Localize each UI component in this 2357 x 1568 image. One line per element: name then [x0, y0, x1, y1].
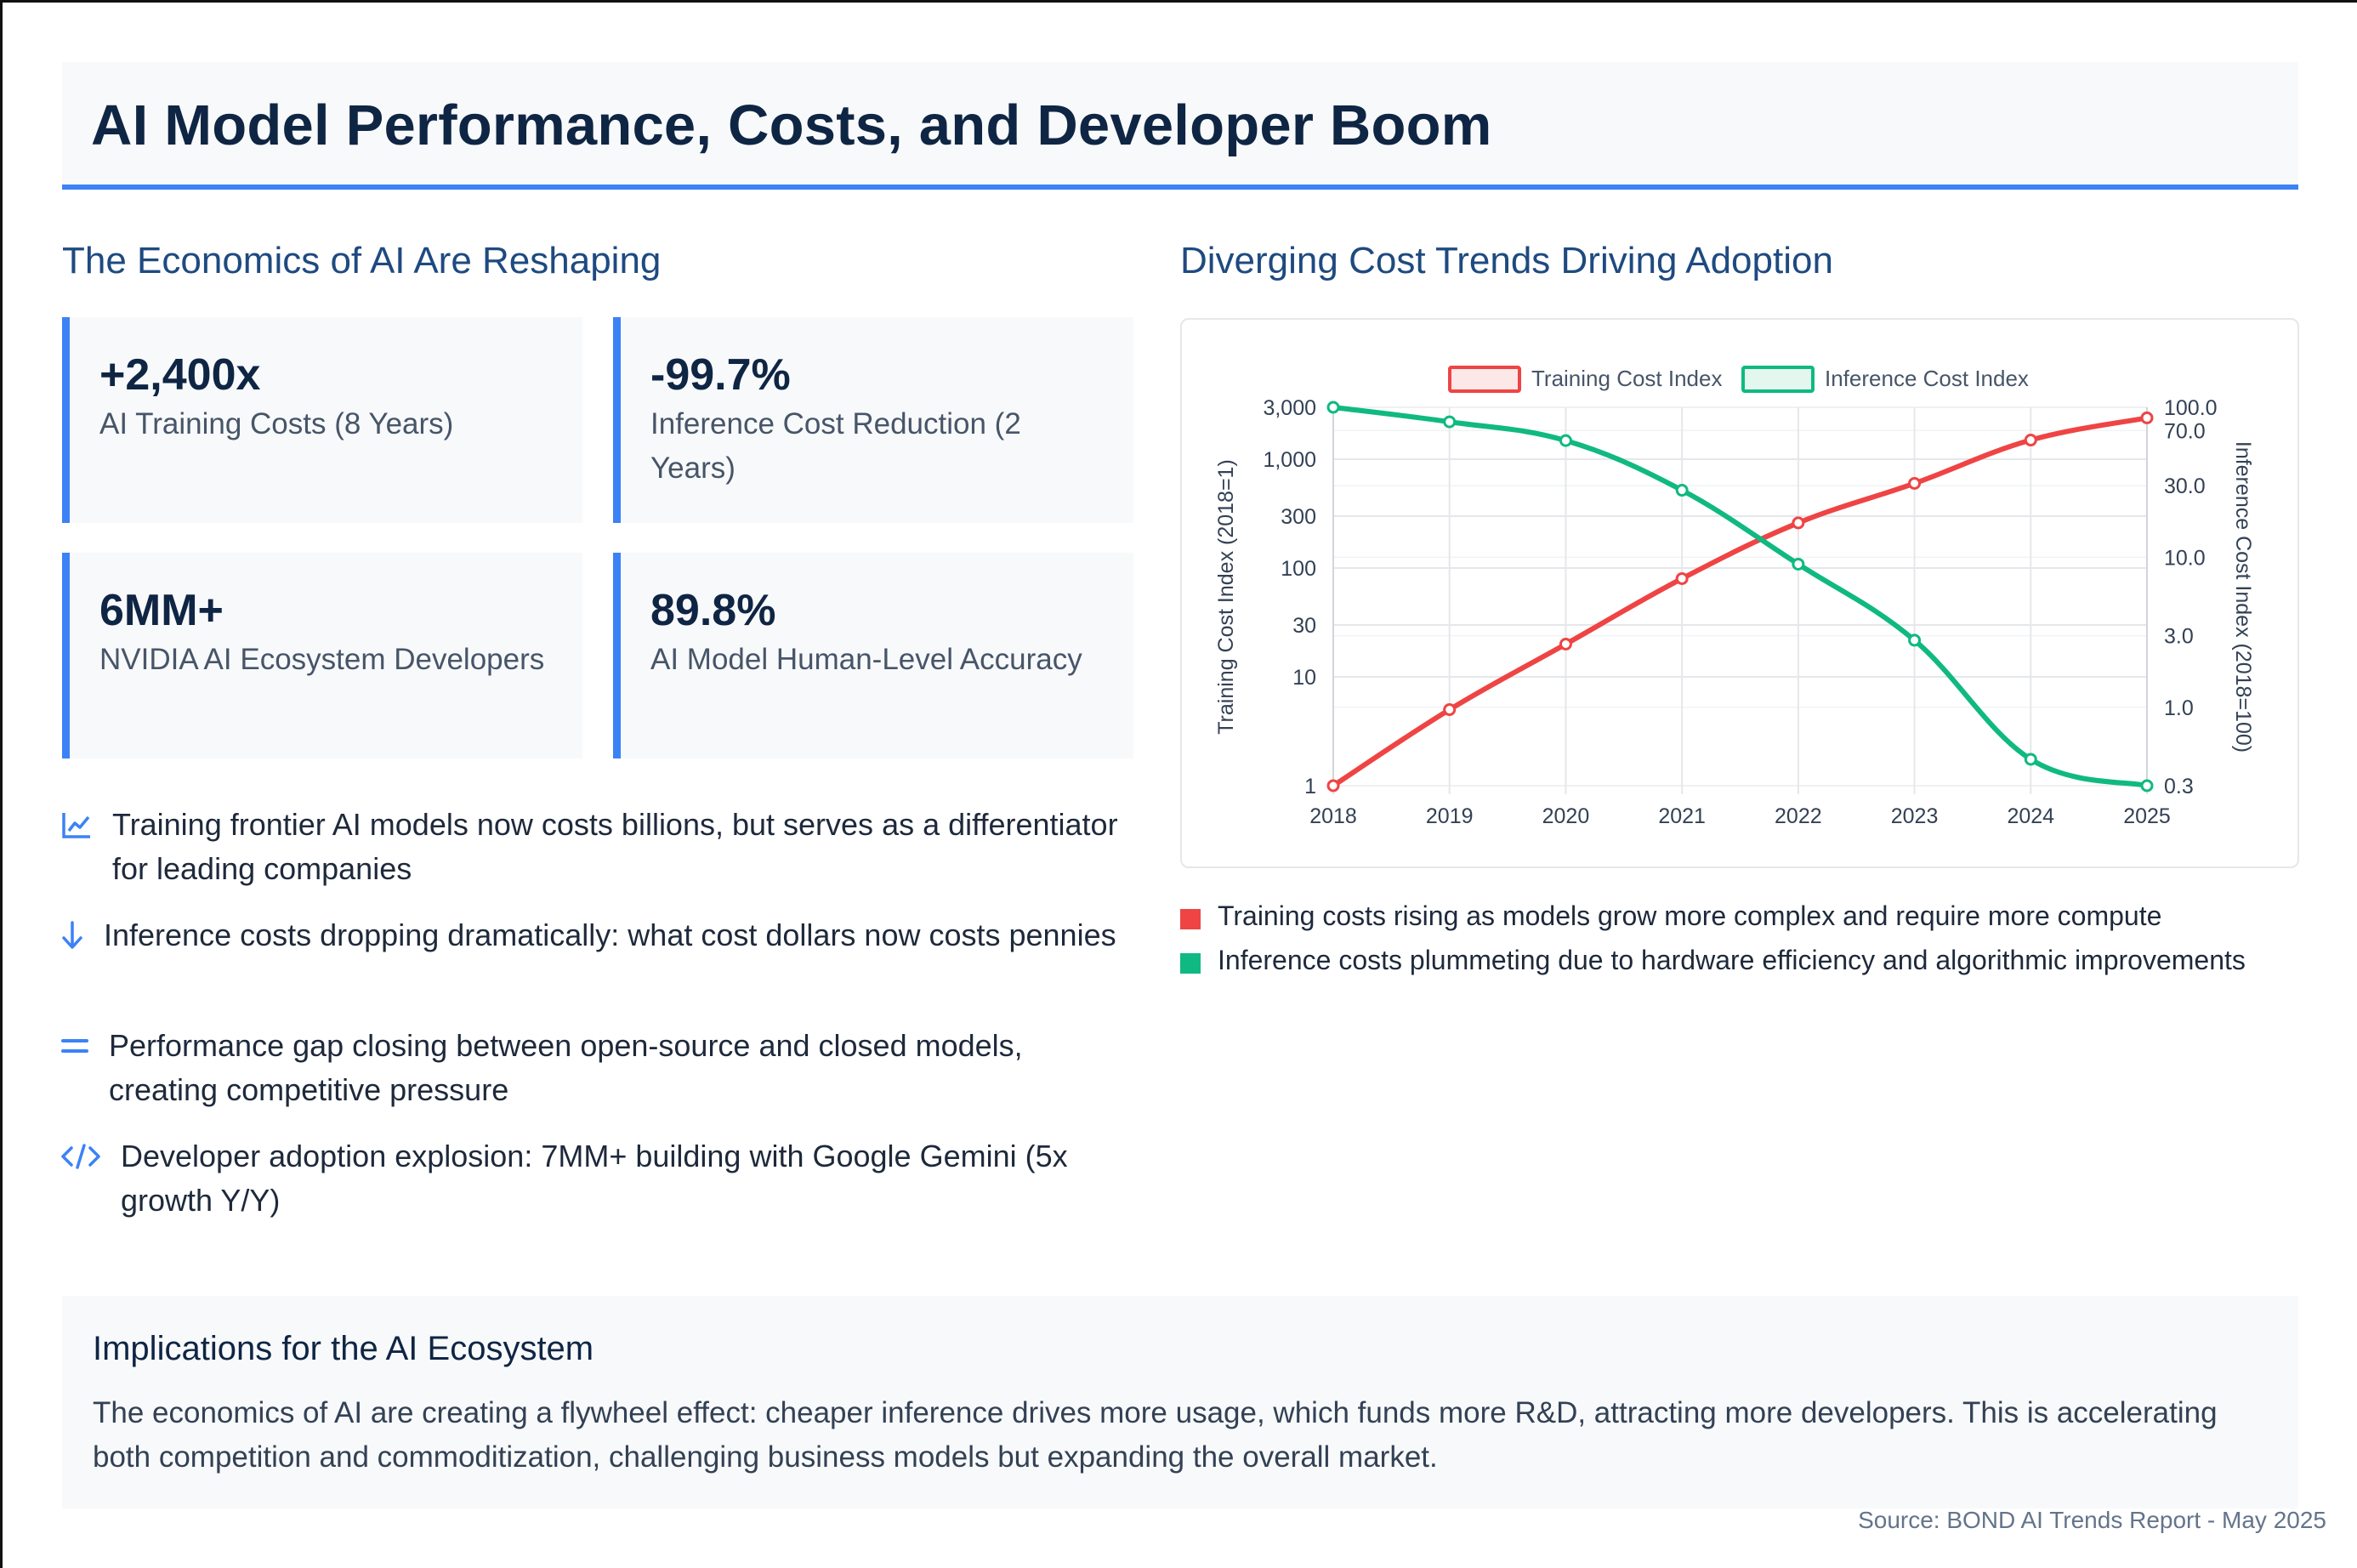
x-tick-label: 2025 — [2123, 804, 2171, 828]
stat-label: AI Training Costs (8 Years) — [99, 407, 454, 440]
bullet-text: Performance gap closing between open-sou… — [109, 1028, 1023, 1107]
page-header: AI Model Performance, Costs, and Develop… — [62, 62, 2298, 190]
data-point-training — [1675, 571, 1689, 585]
equals-icon — [60, 1024, 90, 1068]
y-right-tick-label: 1.0 — [2164, 696, 2194, 720]
arrow-down-icon — [60, 913, 85, 957]
right-section-title: Diverging Cost Trends Driving Adoption — [1180, 240, 1833, 281]
code-icon — [60, 1134, 102, 1179]
bullet-item: Training frontier AI models now costs bi… — [60, 803, 1131, 891]
data-point-inference — [1443, 415, 1457, 429]
legend-swatch-training — [1448, 366, 1521, 393]
y-left-tick-label: 100 — [1281, 557, 1316, 581]
y-left-tick-label: 3,000 — [1263, 396, 1316, 420]
data-point-inference — [1326, 401, 1340, 414]
bullet-text: Inference costs dropping dramatically: w… — [104, 918, 1116, 952]
y-right-tick-label: 100.0 — [2164, 396, 2218, 420]
x-tick-label: 2020 — [1542, 804, 1590, 828]
legend-swatch-inference — [1741, 366, 1815, 393]
y-left-tick-label: 300 — [1281, 505, 1316, 529]
data-point-inference — [1908, 633, 1922, 647]
series-line-inference — [1331, 405, 2150, 788]
y-right-tick-label: 10.0 — [2164, 546, 2206, 570]
bullet-item: Developer adoption explosion: 7MM+ build… — [60, 1134, 1131, 1223]
implications-title: Implications for the AI Ecosystem — [93, 1330, 594, 1367]
data-point-inference — [1675, 484, 1689, 497]
chart-note-text: Inference costs plummeting due to hardwa… — [1218, 945, 2246, 975]
implications-panel: Implications for the AI Ecosystem The ec… — [62, 1296, 2298, 1508]
legend-label-training: Training Cost Index — [1531, 366, 1722, 391]
y-left-tick-label: 10 — [1292, 666, 1316, 690]
x-tick-label: 2022 — [1775, 804, 1822, 828]
data-point-inference — [2140, 779, 2154, 793]
cost-trends-chart-svg: 1 10 30 100 300 1,000 3,000 0.3 1.0 3.0 10.0 30.0 7… — [1214, 366, 2255, 828]
y-right-tick-label: 0.3 — [2164, 775, 2194, 798]
bullet-item: Performance gap closing between open-sou… — [60, 1024, 1131, 1112]
stat-card-nvidia-developers: 6MM+ NVIDIA AI Ecosystem Developers — [62, 553, 582, 758]
legend-label-inference: Inference Cost Index — [1825, 366, 2029, 391]
x-tick-label: 2024 — [2007, 804, 2054, 828]
y-right-tick-label: 30.0 — [2164, 474, 2206, 498]
stat-label: NVIDIA AI Ecosystem Developers — [99, 643, 545, 676]
data-point-inference — [1559, 434, 1572, 447]
bullet-text: Developer adoption explosion: 7MM+ build… — [121, 1139, 1068, 1218]
y-left-tick-label: 30 — [1292, 614, 1316, 638]
x-tick-label: 2023 — [1891, 804, 1939, 828]
x-tick-label: 2019 — [1426, 804, 1474, 828]
y-axis-left-label: Training Cost Index (2018=1) — [1214, 459, 1238, 735]
source-note: Source: BOND AI Trends Report - May 2025 — [1858, 1507, 2326, 1533]
data-point-training — [2024, 434, 2037, 447]
left-section-title: The Economics of AI Are Reshaping — [62, 240, 662, 281]
stat-value: 6MM+ — [99, 586, 224, 635]
stat-value: 89.8% — [650, 586, 776, 635]
stat-label: AI Model Human-Level Accuracy — [650, 643, 1082, 676]
data-point-inference — [1792, 557, 1805, 571]
chart-note-training: Training costs rising as models grow mor… — [1180, 897, 2303, 935]
stat-value: +2,400x — [99, 350, 261, 400]
x-tick-label: 2021 — [1658, 804, 1706, 828]
stat-value: -99.7% — [650, 350, 791, 400]
implications-text: The economics of AI are creating a flywh… — [93, 1396, 2218, 1474]
cost-trends-chart: 1 10 30 100 300 1,000 3,000 0.3 1.0 3.0 10.0 30.0 7… — [1180, 318, 2299, 868]
chart-line-icon — [60, 803, 94, 847]
chart-note-inference: Inference costs plummeting due to hardwa… — [1180, 941, 2303, 980]
data-point-training — [1559, 637, 1572, 650]
y-axis-right-label: Inference Cost Index (2018=100) — [2231, 441, 2255, 753]
data-point-training — [1443, 703, 1457, 717]
chart-note-text: Training costs rising as models grow mor… — [1218, 900, 2162, 931]
data-point-training — [2140, 411, 2154, 424]
y-right-tick-label: 3.0 — [2164, 625, 2194, 649]
y-right-tick-label: 70.0 — [2164, 419, 2206, 443]
bullet-item: Inference costs dropping dramatically: w… — [60, 913, 1131, 957]
stat-card-inference-reduction: -99.7% Inference Cost Reduction (2 Years… — [613, 317, 1133, 523]
page-title: AI Model Performance, Costs, and Develop… — [91, 94, 1492, 157]
stat-card-training-costs: +2,400x AI Training Costs (8 Years) — [62, 317, 582, 523]
series-line-training — [1331, 415, 2150, 788]
stat-card-human-accuracy: 89.8% AI Model Human-Level Accuracy — [613, 553, 1133, 758]
data-point-inference — [2024, 753, 2037, 766]
data-point-training — [1792, 516, 1805, 530]
data-point-training — [1908, 476, 1922, 490]
x-tick-label: 2018 — [1309, 804, 1357, 828]
y-left-tick-label: 1,000 — [1263, 448, 1316, 472]
y-left-tick-label: 1 — [1304, 775, 1316, 798]
data-point-training — [1326, 779, 1340, 793]
stat-label: Inference Cost Reduction (2 Years) — [650, 407, 1021, 485]
green-square-icon — [1180, 953, 1201, 974]
bullet-text: Training frontier AI models now costs bi… — [112, 807, 1118, 886]
red-square-icon — [1180, 909, 1201, 929]
